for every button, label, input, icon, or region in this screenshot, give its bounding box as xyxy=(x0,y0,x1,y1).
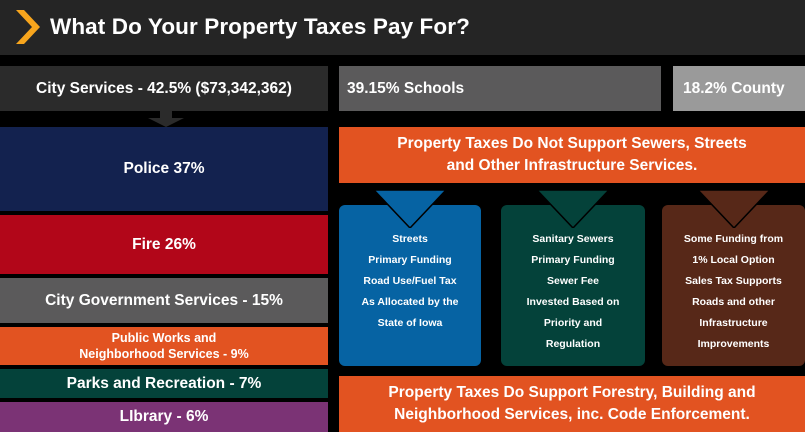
card-line: Some Funding from xyxy=(683,233,784,245)
library-row: LIbrary - 6% xyxy=(0,402,328,432)
card-line: As Allocated by the xyxy=(361,296,459,308)
card-line: Invested Based on xyxy=(526,296,620,308)
support-banner: Property Taxes Do Support Forestry, Buil… xyxy=(339,376,805,432)
not-support-line2: and Other Infrastructure Services. xyxy=(446,157,698,174)
triangle-down-icon xyxy=(374,190,446,228)
sewers-card: Sanitary Sewers Primary Funding Sewer Fe… xyxy=(501,205,645,366)
page-title: What Do Your Property Taxes Pay For? xyxy=(50,14,470,39)
support-line2: Neighborhood Services, inc. Code Enforce… xyxy=(394,406,750,423)
public-works-row: Public Works and Neighborhood Services -… xyxy=(0,327,328,365)
header-bar xyxy=(0,0,805,55)
chevron-right-icon xyxy=(16,10,40,44)
card-line: Primary Funding xyxy=(531,254,615,266)
card-line: 1% Local Option xyxy=(692,254,775,266)
triangle-down-icon xyxy=(537,190,609,228)
card-line: Regulation xyxy=(545,338,601,350)
fire-row: Fire 26% xyxy=(0,215,328,274)
public-works-line1: Public Works and xyxy=(111,331,217,345)
parks-row: Parks and Recreation - 7% xyxy=(0,369,328,398)
public-works-line2: Neighborhood Services - 9% xyxy=(79,347,249,361)
not-support-line1: Property Taxes Do Not Support Sewers, St… xyxy=(397,135,747,152)
card-line: Road Use/Fuel Tax xyxy=(363,275,457,287)
not-support-banner: Property Taxes Do Not Support Sewers, St… xyxy=(339,127,805,183)
local-option-card: Some Funding from 1% Local Option Sales … xyxy=(662,205,805,366)
card-line: State of Iowa xyxy=(377,317,443,329)
support-line1: Property Taxes Do Support Forestry, Buil… xyxy=(388,384,756,401)
county-bar: 18.2% County xyxy=(673,66,805,111)
card-line: Primary Funding xyxy=(368,254,452,266)
streets-card: Streets Primary Funding Road Use/Fuel Ta… xyxy=(339,205,481,366)
city-services-bar: City Services - 42.5% ($73,342,362) xyxy=(0,66,328,111)
card-line: Sales Tax Supports xyxy=(685,275,782,287)
card-line: Sewer Fee xyxy=(547,275,599,287)
card-line: Sanitary Sewers xyxy=(532,233,614,245)
triangle-down-icon xyxy=(698,190,770,228)
card-line: Improvements xyxy=(697,338,770,350)
schools-bar: 39.15% Schools xyxy=(339,66,661,111)
arrow-down-icon xyxy=(148,111,184,127)
police-row: Police 37% xyxy=(0,127,328,211)
card-line: Infrastructure xyxy=(699,317,768,329)
card-line: Streets xyxy=(392,233,428,245)
card-line: Priority and xyxy=(543,317,603,329)
government-row: City Government Services - 15% xyxy=(0,278,328,323)
card-line: Roads and other xyxy=(692,296,775,308)
